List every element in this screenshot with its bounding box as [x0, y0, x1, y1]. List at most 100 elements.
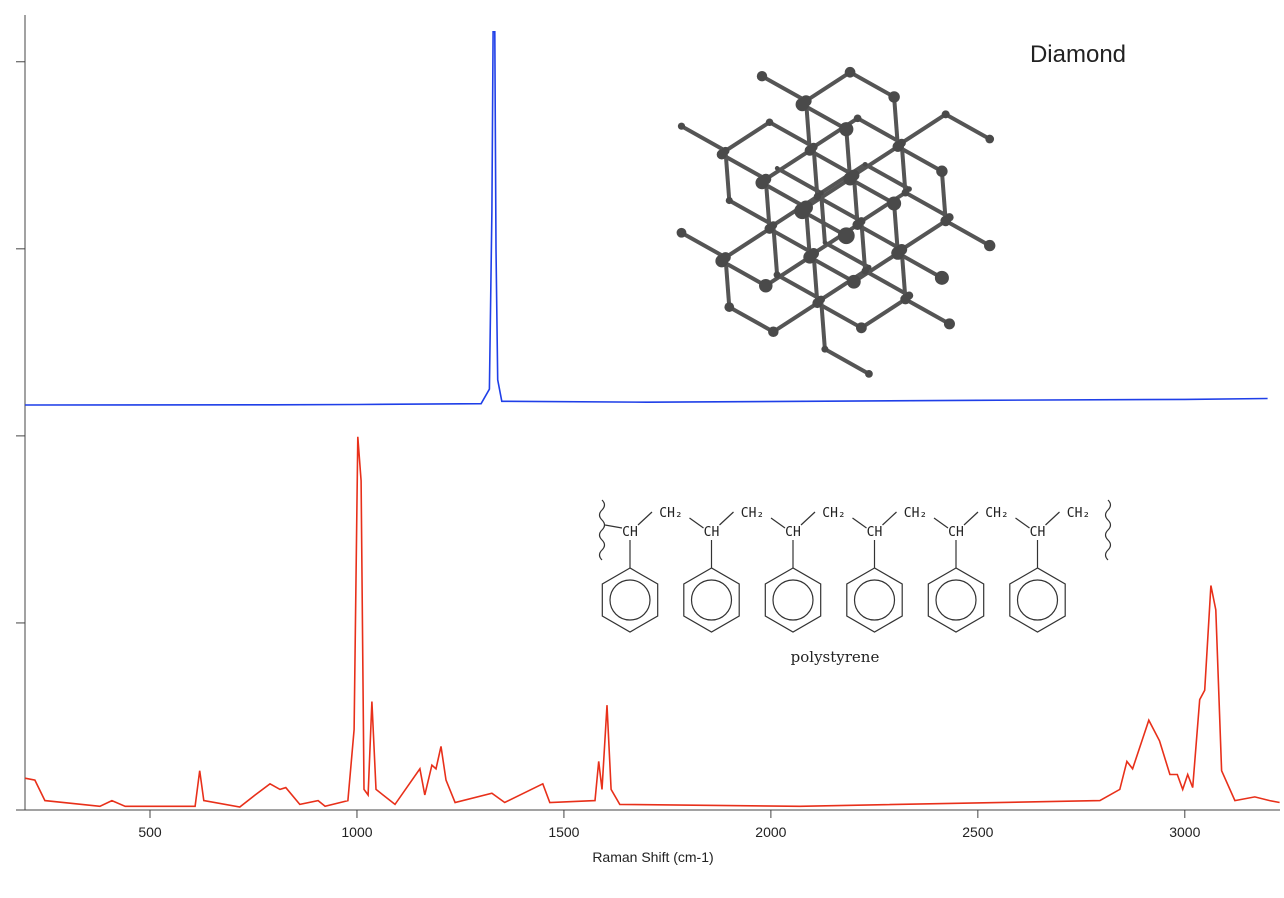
- bond: [883, 512, 897, 525]
- aromatic-circle: [855, 580, 895, 620]
- bond: [681, 233, 725, 258]
- atom: [838, 227, 855, 244]
- spectrum-line: [25, 437, 1280, 807]
- ch2-label: CH₂: [985, 506, 1008, 521]
- atom: [863, 162, 868, 167]
- atom: [843, 172, 856, 185]
- atom: [678, 123, 685, 130]
- aromatic-circle: [1018, 580, 1058, 620]
- atom: [812, 298, 822, 308]
- benzene-ring: [602, 568, 657, 632]
- ch2-label: CH₂: [659, 506, 682, 521]
- atom: [847, 275, 861, 289]
- bond: [934, 518, 948, 528]
- bond: [1046, 512, 1060, 525]
- atom: [935, 271, 949, 285]
- bond: [762, 76, 806, 101]
- atom: [942, 110, 950, 118]
- ch-label: CH: [1030, 525, 1046, 540]
- bond: [638, 512, 652, 525]
- ch-label: CH: [785, 525, 801, 540]
- atom: [805, 145, 815, 155]
- benzene-ring: [684, 568, 739, 632]
- bond: [1016, 518, 1030, 528]
- bond: [771, 518, 785, 528]
- atom: [944, 318, 955, 329]
- bond: [861, 299, 905, 328]
- bond: [946, 114, 990, 139]
- atom: [900, 294, 910, 304]
- bond: [825, 349, 869, 374]
- aromatic-circle: [610, 580, 650, 620]
- atom: [888, 91, 899, 102]
- bond: [773, 303, 817, 332]
- aromatic-circle: [936, 580, 976, 620]
- atom: [677, 228, 687, 238]
- atom: [902, 189, 910, 197]
- bond: [681, 126, 725, 151]
- atom: [821, 346, 828, 353]
- x-tick-label: 3000: [1169, 824, 1200, 840]
- bond: [964, 512, 978, 525]
- atom: [766, 119, 773, 126]
- atom: [823, 240, 827, 244]
- atom: [854, 114, 862, 122]
- atom: [940, 216, 951, 227]
- squiggle: [600, 500, 605, 560]
- atom: [852, 220, 862, 230]
- atom: [759, 279, 773, 293]
- ch2-label: CH₂: [741, 506, 764, 521]
- bond: [729, 307, 773, 332]
- bond: [905, 299, 949, 324]
- bond: [902, 221, 946, 250]
- bond: [726, 122, 770, 151]
- atom: [887, 196, 901, 210]
- x-tick-label: 2500: [962, 824, 993, 840]
- atom: [839, 122, 853, 136]
- benzene-ring: [765, 568, 820, 632]
- atom: [774, 271, 781, 278]
- atom: [717, 149, 727, 159]
- bond: [801, 512, 815, 525]
- atom: [724, 302, 734, 312]
- atom: [796, 98, 809, 111]
- bond: [946, 221, 990, 246]
- ch2-label: CH₂: [1067, 506, 1090, 521]
- atom: [856, 322, 867, 333]
- aromatic-circle: [773, 580, 813, 620]
- bond: [850, 72, 894, 97]
- diamond-label: Diamond: [1030, 41, 1126, 68]
- atom: [891, 247, 904, 260]
- atom: [803, 251, 816, 264]
- benzene-ring: [1010, 568, 1065, 632]
- atom: [865, 370, 873, 378]
- polystyrene-label: polystyrene: [791, 648, 880, 666]
- benzene-ring: [847, 568, 902, 632]
- atom: [845, 67, 856, 78]
- bond: [605, 525, 622, 528]
- bond: [720, 512, 734, 525]
- bond: [690, 518, 704, 528]
- atom: [794, 203, 810, 219]
- atom: [861, 267, 868, 274]
- x-axis-label: Raman Shift (cm-1): [592, 849, 713, 865]
- atom: [765, 224, 775, 234]
- ch-label: CH: [622, 525, 638, 540]
- squiggle: [1106, 500, 1111, 560]
- x-tick-label: 2000: [755, 824, 786, 840]
- x-tick-label: 1000: [341, 824, 372, 840]
- atom: [936, 166, 947, 177]
- aromatic-circle: [692, 580, 732, 620]
- diamond-lattice: [677, 67, 996, 378]
- bond: [726, 229, 770, 258]
- x-tick-label: 1500: [548, 824, 579, 840]
- bond: [853, 518, 867, 528]
- ch2-label: CH₂: [822, 506, 845, 521]
- chart: CHCH₂CHCH₂CHCH₂CHCH₂CHCH₂CHCH₂ Diamond p…: [0, 0, 1284, 898]
- ch-label: CH: [867, 525, 883, 540]
- atom: [715, 255, 728, 268]
- bond: [806, 72, 850, 101]
- atom: [984, 240, 995, 251]
- benzene-ring: [928, 568, 983, 632]
